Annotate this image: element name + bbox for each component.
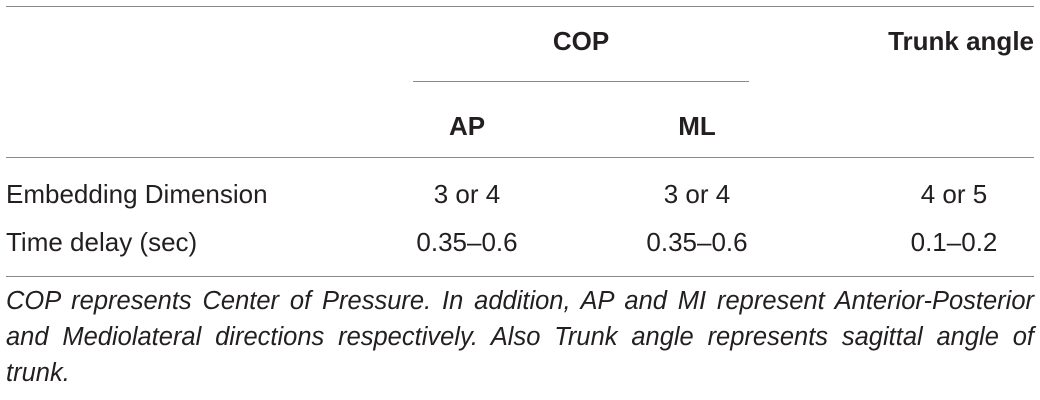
row-label: Time delay (sec) xyxy=(6,227,198,257)
header-ap: AP xyxy=(448,111,486,141)
table-footnote: COP represents Center of Pressure. In ad… xyxy=(6,287,1034,387)
cell-ml: 0.35–0.6 xyxy=(646,227,748,257)
row-label: Embedding Dimension xyxy=(6,179,268,209)
header-ml: ML xyxy=(678,111,716,141)
cell-ml: 3 or 4 xyxy=(663,179,731,209)
table-top-rule xyxy=(6,6,1034,7)
header-trunk-angle: Trunk angle xyxy=(888,26,1034,56)
cop-group-rule xyxy=(413,81,749,82)
table-header-rule xyxy=(6,157,1034,158)
table-bottom-rule xyxy=(6,276,1034,277)
cell-trunk: 4 or 5 xyxy=(920,179,988,209)
header-cop: COP xyxy=(552,26,610,56)
cell-ap: 0.35–0.6 xyxy=(416,227,518,257)
cell-ap: 3 or 4 xyxy=(433,179,501,209)
cell-trunk: 0.1–0.2 xyxy=(910,227,998,257)
